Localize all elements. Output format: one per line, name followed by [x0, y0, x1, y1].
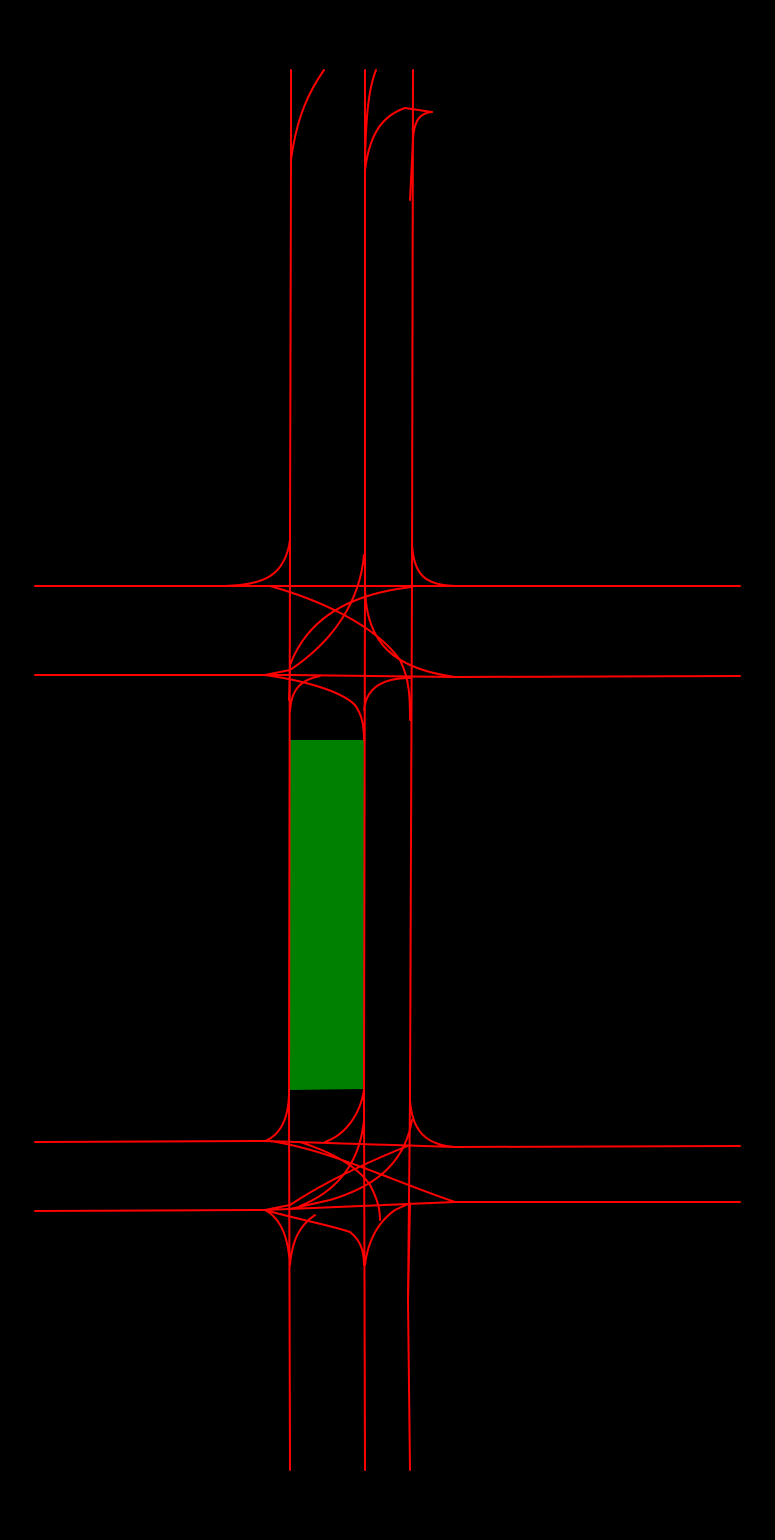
- highlighted-lane-region: [289, 740, 364, 1090]
- turn-curve: [264, 1209, 365, 1266]
- turn-curve: [264, 1209, 291, 1266]
- turn-curve: [264, 554, 365, 676]
- turn-curve: [264, 674, 365, 741]
- turn-curve: [364, 584, 456, 678]
- turn-curve: [364, 1202, 411, 1266]
- ramp-top-right: [364, 107, 433, 171]
- turn-curve: [288, 586, 413, 701]
- turn-curve: [363, 677, 411, 711]
- ramp-top-left: [290, 69, 325, 161]
- turn-curve: [409, 1099, 456, 1148]
- turn-curve: [289, 675, 321, 713]
- turn-curve: [224, 539, 291, 587]
- turn-curve: [299, 1141, 381, 1221]
- turn-curve: [289, 1119, 413, 1210]
- turn-curve: [289, 1214, 316, 1266]
- turn-curve: [269, 585, 411, 721]
- turn-curve: [264, 1144, 411, 1211]
- turn-curve: [411, 544, 456, 587]
- ramp-top-right-hook: [409, 111, 433, 201]
- horizontal-lane-2: [34, 674, 741, 678]
- turn-curve: [299, 1119, 365, 1207]
- turn-curve: [407, 1204, 411, 1301]
- turn-curve: [324, 1089, 365, 1143]
- horizontal-lane-4: [34, 1201, 741, 1212]
- turn-curve: [264, 1094, 290, 1142]
- lane-lines: [34, 69, 741, 1471]
- ramp-top-middle: [364, 69, 377, 161]
- vertical-lane-middle: [363, 69, 366, 1471]
